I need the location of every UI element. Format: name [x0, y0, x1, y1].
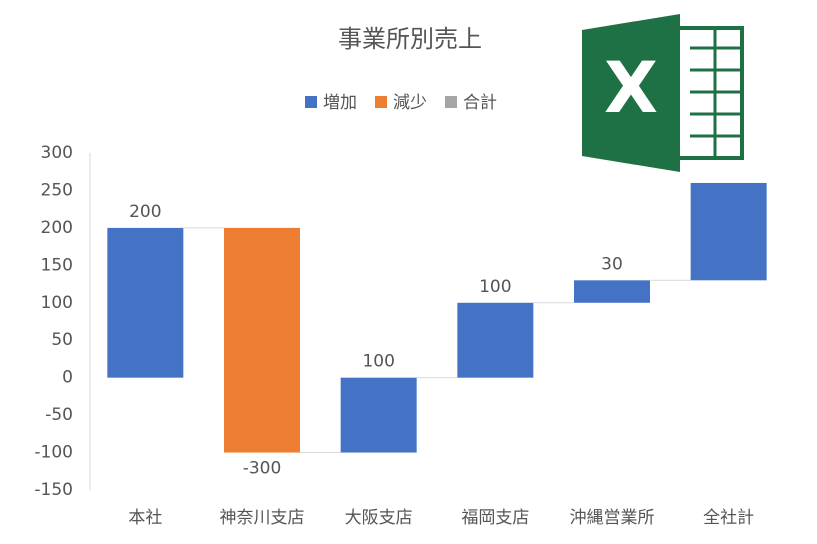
legend-swatch	[445, 96, 457, 108]
y-tick-label: -100	[34, 443, 73, 463]
bar	[340, 377, 417, 453]
chart-title: 事業所別売上	[338, 25, 482, 53]
data-label: 200	[129, 202, 161, 222]
y-tick-label: 100	[41, 293, 73, 313]
x-tick-label: 福岡支店	[461, 508, 529, 528]
y-tick-label: 200	[41, 218, 73, 238]
bar	[574, 280, 650, 303]
bar	[690, 182, 767, 281]
x-tick-label: 大阪支店	[345, 508, 413, 528]
y-tick-label: 50	[51, 330, 73, 350]
legend-label: 増加	[323, 93, 357, 113]
y-tick-label: 0	[62, 368, 73, 388]
data-label: 100	[362, 352, 394, 372]
x-tick-label: 本社	[128, 508, 162, 528]
data-label: -300	[243, 459, 282, 479]
legend-label: 減少	[393, 93, 427, 113]
excel-logo: X	[582, 14, 744, 172]
x-tick-label: 沖縄営業所	[570, 508, 655, 528]
bar	[107, 227, 184, 378]
y-tick-label: 250	[41, 180, 73, 200]
y-tick-label: -150	[34, 480, 73, 500]
svg-text:X: X	[604, 47, 658, 129]
y-tick-label: 300	[41, 143, 73, 163]
legend-label: 合計	[463, 93, 497, 113]
y-tick-label: 150	[41, 255, 73, 275]
legend-swatch	[375, 96, 387, 108]
data-label: 30	[601, 254, 623, 274]
bar	[457, 302, 534, 378]
legend-swatch	[305, 96, 317, 108]
y-tick-label: -50	[45, 405, 73, 425]
bar	[224, 227, 300, 453]
x-tick-label: 全社計	[703, 508, 754, 528]
x-tick-label: 神奈川支店	[220, 508, 305, 528]
data-label: 100	[479, 277, 511, 297]
